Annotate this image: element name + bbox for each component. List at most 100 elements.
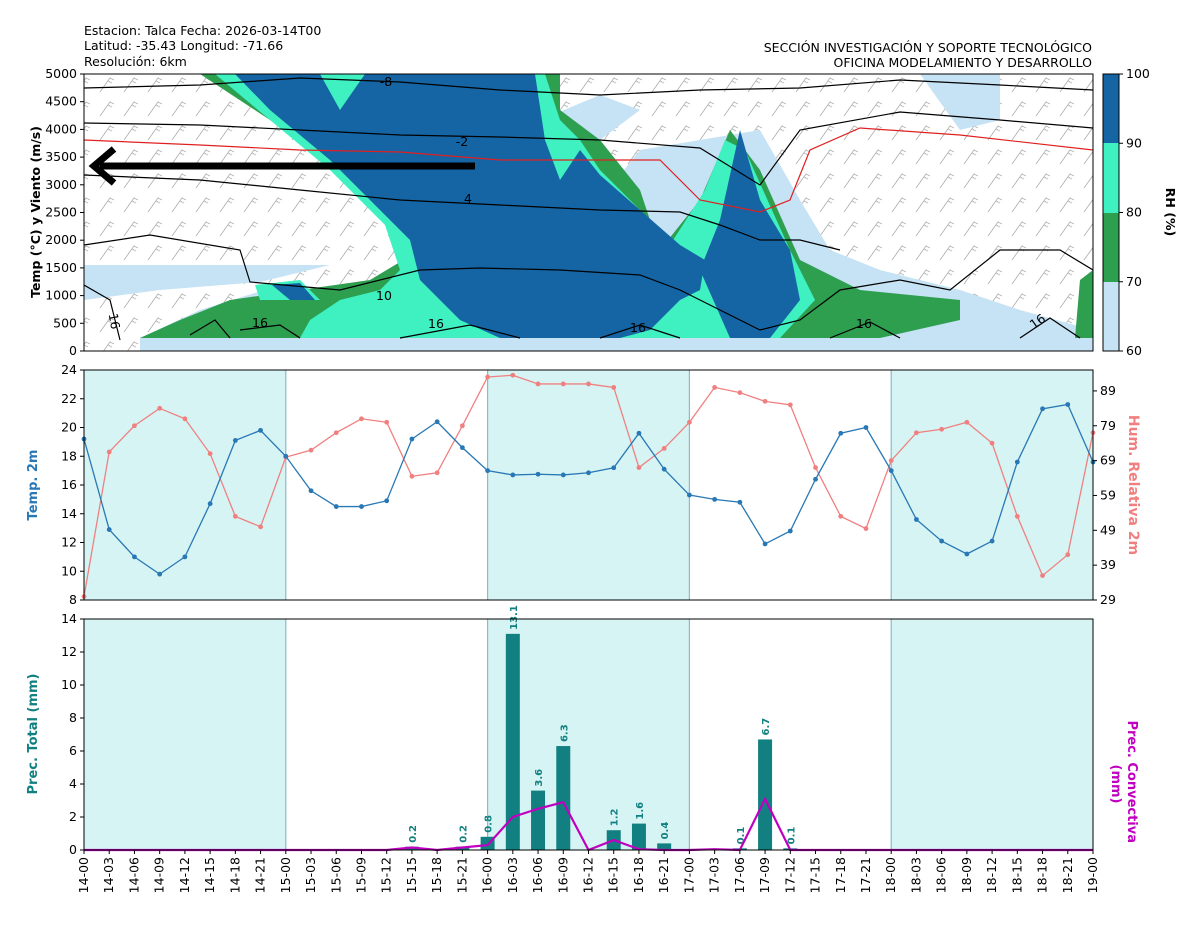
hum-point xyxy=(333,430,339,436)
x-tick-label: 17-21 xyxy=(858,857,873,893)
contour-label: 16 xyxy=(428,316,444,331)
prec-bar xyxy=(556,746,571,850)
y-tick-label: 2500 xyxy=(45,205,77,220)
x-tick-label: 15-18 xyxy=(429,857,444,893)
hum-point xyxy=(384,419,390,425)
prec-conv-axis-label-part1: Prec. Convectiva xyxy=(1124,720,1139,843)
x-tick-label: 19-00 xyxy=(1085,857,1100,893)
prec-bar-label: 0.1 xyxy=(736,827,747,845)
temp-point xyxy=(611,465,617,471)
x-tick-label: 18-15 xyxy=(1009,857,1024,893)
temp-point xyxy=(308,488,314,494)
x-tick-label: 16-06 xyxy=(530,857,545,893)
coordinates-label: Latitud: -35.43 Longitud: -71.66 xyxy=(84,38,283,53)
precipitation-panel: 0.2 0.2 0.8 13.1 3.6 6.3 1.2 1.6 0.4 0.1 6.7 0.1 0 2… xyxy=(26,605,1139,893)
prec-bar xyxy=(758,739,773,850)
hum-point xyxy=(712,385,718,390)
y-tick-label: 2000 xyxy=(45,232,77,247)
prec-bar xyxy=(631,823,646,850)
prec-conv-axis-label-part2: (mm) xyxy=(1108,765,1123,804)
day-band xyxy=(487,619,690,850)
x-tick-label: 15-12 xyxy=(379,857,394,893)
hum-point xyxy=(737,390,743,396)
contour-label: 16 xyxy=(252,315,268,330)
y-tick-label: 14 xyxy=(61,611,77,626)
day-band xyxy=(487,370,690,600)
x-tick-label: 18-18 xyxy=(1035,857,1050,893)
org-title-2: OFICINA MODELAMIENTO Y DESARROLLO xyxy=(833,55,1092,70)
y-tick-label: 12 xyxy=(61,644,77,659)
y-tick-label: 24 xyxy=(61,362,77,377)
contour-label: 16 xyxy=(106,312,124,330)
temp-hum-panel: 8 10 12 14 16 18 20 22 24 29 39 49 59 69 79 89 Temp. 2… xyxy=(26,362,1141,607)
x-tick-label: 17-18 xyxy=(833,857,848,893)
x-tick-label: 16-18 xyxy=(631,857,646,893)
hum-point xyxy=(182,416,188,422)
y-tick-label: 1500 xyxy=(45,260,77,275)
temp-point xyxy=(661,466,667,472)
temp-point xyxy=(434,419,440,425)
y-tick-label: 4000 xyxy=(45,121,77,136)
resolution-label: Resolución: 6km xyxy=(84,54,187,69)
hum-point xyxy=(813,465,818,470)
x-tick-label: 17-15 xyxy=(808,857,823,893)
colorbar-label: RH (%) xyxy=(1163,188,1178,236)
x-tick-label: 18-09 xyxy=(959,857,974,893)
hum-point xyxy=(838,513,844,519)
prec-bar-label: 0.1 xyxy=(786,827,797,845)
x-tick-label: 14-09 xyxy=(152,857,167,893)
temp-point xyxy=(838,430,844,436)
y-tick-label: 4 xyxy=(69,776,77,791)
temp-point xyxy=(333,504,339,509)
temp-point xyxy=(560,472,566,478)
y-tick-label: 5000 xyxy=(45,66,77,81)
x-tick-label: 16-00 xyxy=(480,857,495,893)
hum-point xyxy=(232,513,238,519)
prec-bar-label: 1.2 xyxy=(610,808,621,826)
y-tick-label: 1000 xyxy=(45,288,77,303)
prec-total-axis-label: Prec. Total (mm) xyxy=(26,674,41,795)
hum-point xyxy=(762,398,768,404)
hum-point xyxy=(888,458,894,464)
hum-point xyxy=(535,381,541,387)
y-tick-label: 16 xyxy=(61,477,77,492)
hum-point xyxy=(258,524,263,530)
colorbar-tick-label: 60 xyxy=(1126,343,1142,358)
x-tick-label: 14-21 xyxy=(253,857,268,893)
x-tick-label: 18-03 xyxy=(908,857,923,893)
contour-label: 16 xyxy=(856,316,872,331)
y-tick-label: 49 xyxy=(1100,522,1116,537)
hum-point xyxy=(132,423,137,429)
y-tick-label: 0 xyxy=(69,343,77,358)
prec-bar xyxy=(531,790,546,850)
temp-point xyxy=(813,476,818,482)
x-tick-label: 14-12 xyxy=(177,857,192,893)
colorbar-tick-label: 80 xyxy=(1126,205,1142,220)
left-arrow-icon xyxy=(88,146,475,186)
temp-point xyxy=(1065,402,1071,407)
hum-axis-label: Hum. Relativa 2m xyxy=(1125,415,1141,555)
hum-point xyxy=(1014,513,1020,519)
hum-point xyxy=(434,470,440,476)
x-tick-label: 16-21 xyxy=(656,857,671,893)
x-tick-label: 15-21 xyxy=(454,857,469,893)
y-tick-label: 29 xyxy=(1100,592,1116,607)
rh-profile-panel: -8 -2 4 10 16 16 16 16 16 16 0 500 1000 150… xyxy=(28,66,1178,358)
x-tick-label: 14-15 xyxy=(202,857,217,893)
hum-point xyxy=(560,381,566,387)
colorbar-tick-label: 100 xyxy=(1126,66,1150,81)
hum-point xyxy=(510,372,516,378)
hum-point xyxy=(914,430,919,436)
y-tick-label: 59 xyxy=(1100,487,1116,502)
prec-conv-axis-label: Prec. Convectiva (mm) xyxy=(1108,720,1139,847)
prec-bar-label: 3.6 xyxy=(534,769,545,787)
temp-point xyxy=(359,504,364,509)
x-tick-label: 14-06 xyxy=(126,857,141,893)
temp-point xyxy=(762,541,768,547)
hum-point xyxy=(207,451,213,457)
x-tick-label: 18-06 xyxy=(934,857,949,893)
temp-point xyxy=(409,436,415,442)
prec-bar-label: 1.6 xyxy=(635,802,646,820)
